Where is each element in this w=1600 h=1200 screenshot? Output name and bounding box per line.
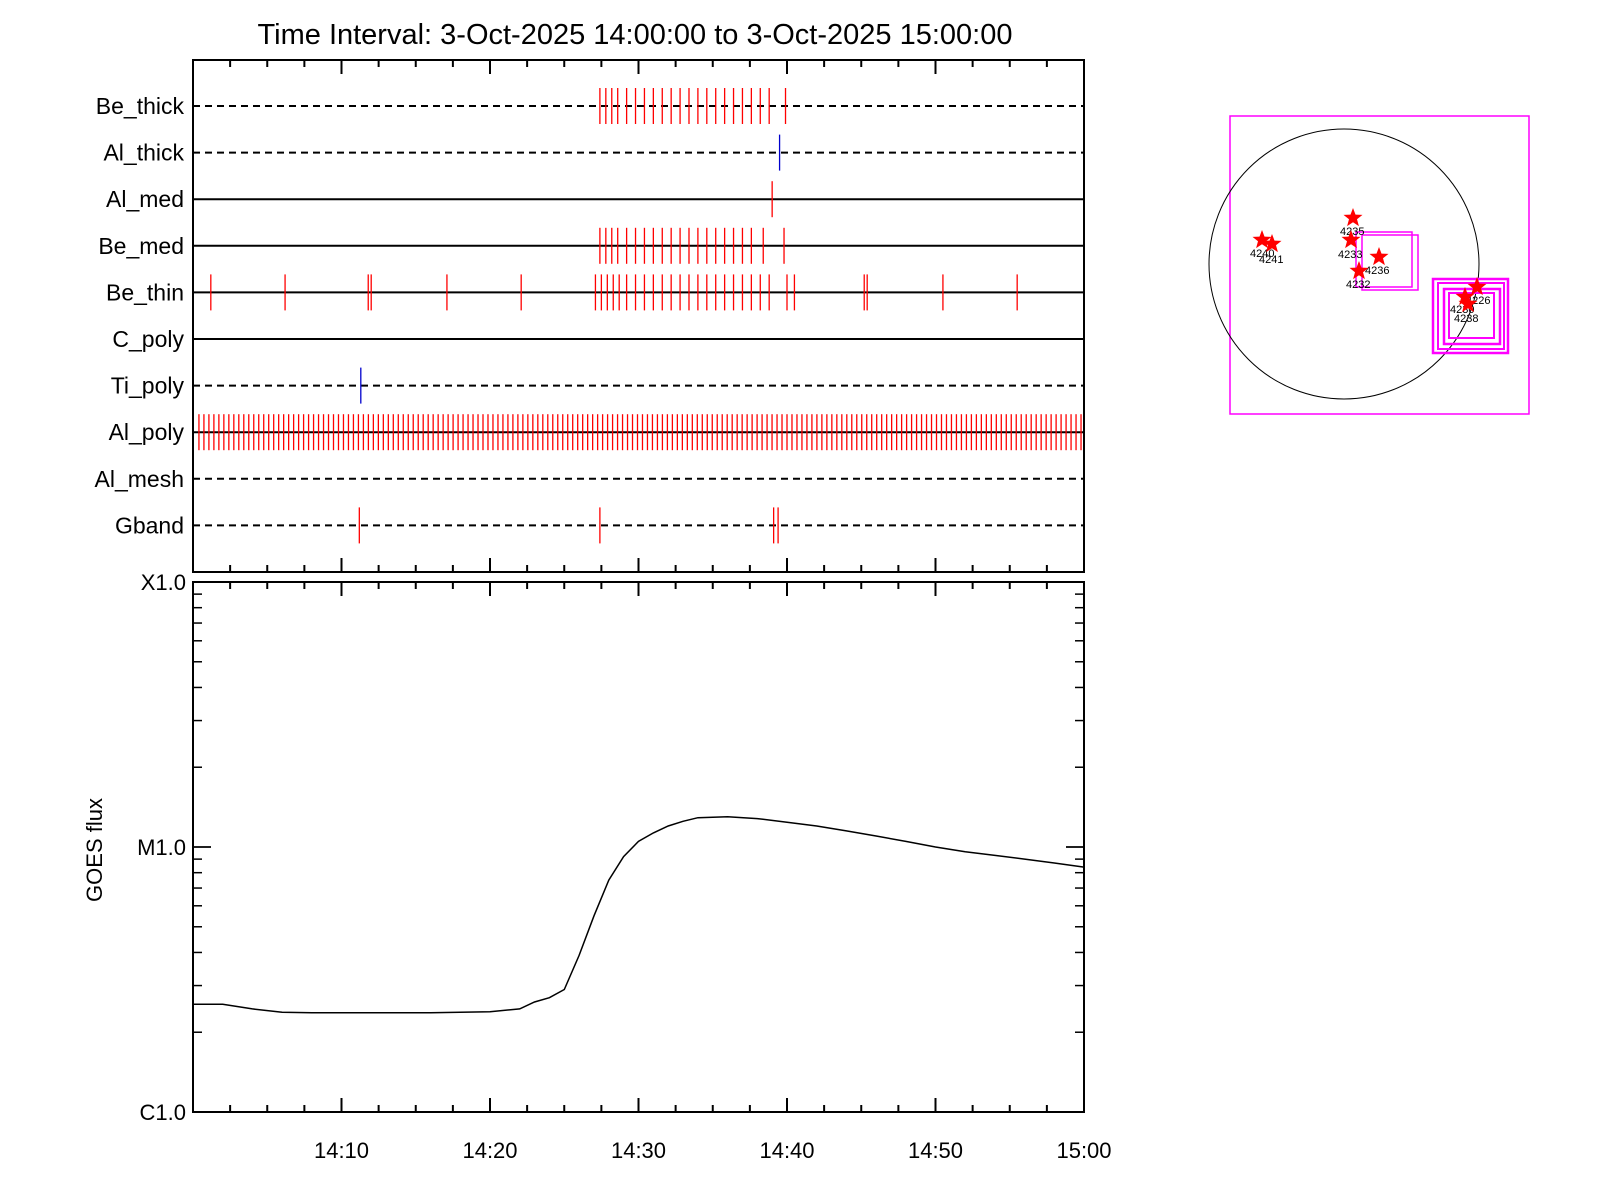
region-label: 4236: [1365, 265, 1389, 277]
chart-title: Time Interval: 3-Oct-2025 14:00:00 to 3-…: [258, 19, 1013, 51]
region-star-icon: [1341, 230, 1361, 249]
region-label: 4241: [1259, 254, 1283, 266]
active-region-4235: 4235: [1340, 208, 1364, 238]
y-tick-label: M1.0: [137, 835, 186, 860]
x-tick-label: 15:00: [1056, 1138, 1111, 1163]
attenuator-row-be-thin: Be_thin: [106, 274, 1084, 311]
attenuator-frame: [192, 59, 1085, 573]
row-label: C_poly: [112, 326, 184, 352]
goes-frame: [192, 581, 1085, 1113]
region-label: 4235: [1340, 226, 1364, 238]
region-label: 4232: [1346, 279, 1370, 291]
region-box: [1355, 231, 1413, 288]
x-tick-label: 14:50: [908, 1138, 963, 1163]
region-box: [1431, 277, 1510, 355]
region-star-icon: [1369, 247, 1389, 266]
y-tick-label: C1.0: [140, 1100, 186, 1125]
row-label: Al_med: [106, 186, 184, 212]
row-label: Ti_poly: [111, 373, 185, 399]
attenuator-row-gband: Gband: [115, 507, 1084, 544]
active-region-4236: 4236: [1365, 247, 1389, 277]
attenuator-row-al-thick: Al_thick: [103, 134, 1084, 171]
attenuator-row-be-med: Be_med: [98, 227, 1084, 264]
attenuator-row-c-poly: C_poly: [112, 326, 1084, 352]
region-star-icon: [1349, 261, 1369, 280]
attenuator-row-al-poly: Al_poly: [109, 414, 1084, 451]
row-label: Gband: [115, 512, 184, 538]
goes-flux-panel: 14:10 14:20 14:30 14:40 14:50 15:00 X1.0 M1.0 C1…: [137, 570, 1111, 1163]
region-box: [1448, 292, 1495, 339]
row-label: Al_poly: [109, 419, 185, 445]
active-region-4233: 4233: [1338, 230, 1362, 261]
region-box: [1361, 234, 1419, 291]
attenuator-row-al-mesh: Al_mesh: [95, 466, 1084, 492]
region-label: 4233: [1338, 249, 1362, 261]
attenuator-row-ti-poly: Ti_poly: [111, 367, 1084, 404]
attenuator-row-be-thick: Be_thick: [96, 88, 1084, 124]
solar-disk: [1208, 128, 1480, 400]
region-star-icon: [1458, 294, 1478, 313]
region-label: 4238: [1454, 313, 1478, 325]
active-region-4241: 4241: [1259, 234, 1283, 266]
region-star-icon: [1455, 287, 1475, 306]
field-of-view-box: [1229, 115, 1530, 415]
active-region-4240: 4240: [1250, 230, 1274, 260]
region-star-icon: [1252, 230, 1272, 249]
active-region-4232: 4232: [1346, 261, 1370, 291]
row-label: Al_thick: [103, 140, 184, 166]
x-tick-label: 14:10: [314, 1138, 369, 1163]
row-label: Be_thin: [106, 279, 184, 305]
region-label: 4240: [1250, 248, 1274, 260]
row-label: Be_thick: [96, 93, 185, 119]
y-tick-label: X1.0: [141, 570, 186, 595]
active-region-4238: 4238: [1454, 294, 1478, 325]
x-tick-label: 14:20: [462, 1138, 517, 1163]
x-tick-label: 14:30: [611, 1138, 666, 1163]
attenuator-panel: Be_thick Al_thick Al_med Be_med Be_thin C_pol…: [95, 59, 1085, 573]
region-box: [1437, 282, 1505, 350]
y-axis-label: GOES flux: [82, 798, 107, 902]
region-star-icon: [1467, 277, 1487, 296]
region-star-icon: [1343, 208, 1363, 227]
region-star-icon: [1262, 234, 1282, 253]
attenuator-row-al-med: Al_med: [106, 181, 1084, 218]
region-box: [1442, 287, 1502, 346]
goes-flux-line: [193, 816, 1085, 1014]
row-label: Al_mesh: [95, 466, 184, 492]
row-label: Be_med: [98, 233, 184, 259]
x-tick-label: 14:40: [759, 1138, 814, 1163]
